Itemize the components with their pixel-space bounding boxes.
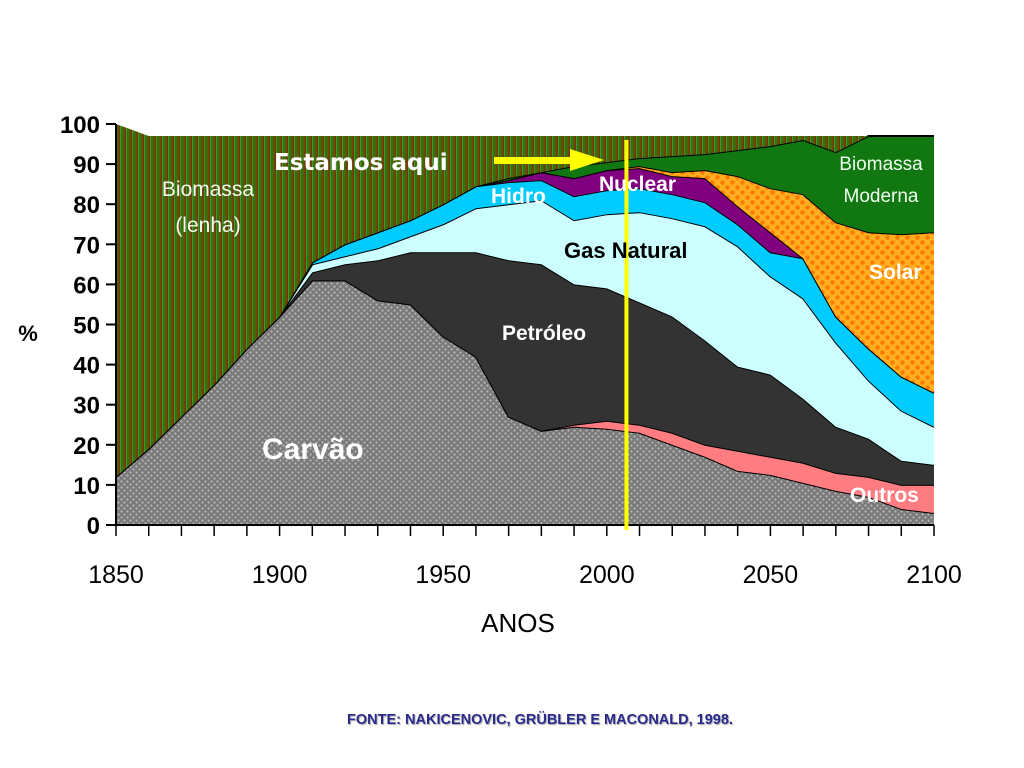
label-carvao: Carvão [262,433,364,466]
x-tick-label: 1950 [415,561,471,589]
label-gas-natural: Gas Natural [564,238,688,263]
label-biomassa-lenha-1: Biomassa [162,178,255,201]
label-biomassa-moderna-2: Moderna [844,186,919,207]
area-carv-o [116,280,934,525]
y-tick-label: 30 [73,393,100,420]
x-tick-label: 2100 [906,561,962,589]
label-estamos-aqui: Estamos aqui [274,150,448,176]
area-biomassa-lenha- [116,124,934,477]
label-solar: Solar [869,261,922,284]
y-axis-label: % [18,321,38,346]
y-tick-label: 40 [73,353,100,380]
label-biomassa-lenha-2: (lenha) [175,214,240,237]
x-tick-label: 2000 [579,561,635,589]
energy-share-chart: Biomassa (lenha) Estamos aqui Hidro Nucl… [18,112,962,638]
x-tick-label: 1900 [252,561,308,589]
label-outros: Outros [850,484,919,507]
stacked-areas [115,124,935,525]
x-tick-label: 1850 [88,561,144,589]
arrow-icon [494,149,604,171]
y-tick-label: 10 [73,473,100,500]
x-tick-label: 2050 [743,561,799,589]
y-tick-label: 60 [73,272,100,299]
label-hidro: Hidro [491,185,546,208]
y-tick-label: 90 [73,152,100,179]
source-citation: FONTE: NAKICENOVIC, GRÜBLER E MACONALD, … [347,712,733,728]
x-tick-labels: 1850 1900 1950 2000 2050 2100 [88,561,962,589]
area-petr-leo [116,252,934,485]
label-biomassa-moderna-1: Biomassa [839,154,923,175]
y-tick-label: 70 [73,232,100,259]
x-axis-label: ANOS [481,608,555,638]
label-nuclear: Nuclear [599,173,676,196]
area-biomassa-moderna [116,136,934,477]
axes [106,123,935,536]
y-tick-labels: 0 10 20 30 40 50 60 70 80 90 100 [60,112,100,540]
area-gas-natural [116,200,934,477]
y-tick-label: 80 [73,192,100,219]
area-outros [116,280,934,513]
y-tick-label: 100 [60,112,100,139]
y-tick-label: 50 [73,313,100,340]
label-petroleo: Petróleo [502,322,586,345]
y-tick-label: 0 [87,513,100,540]
y-tick-label: 20 [73,433,100,460]
